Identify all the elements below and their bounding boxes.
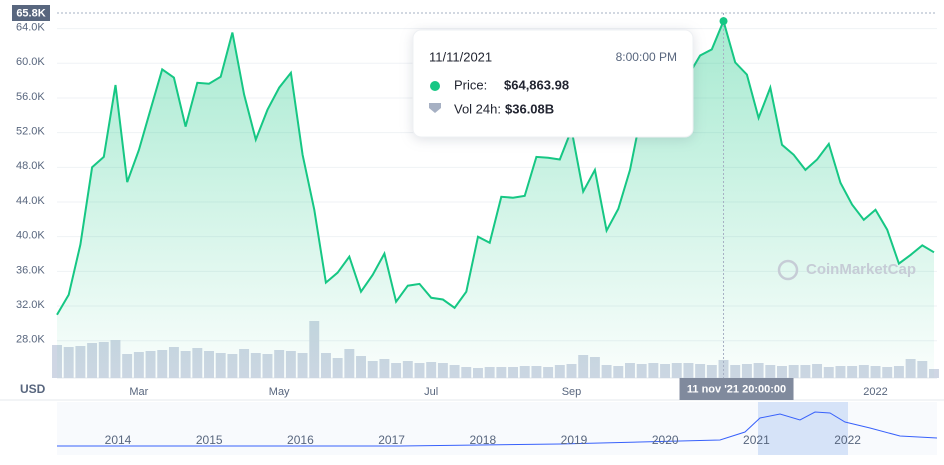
tooltip-box	[412, 29, 694, 138]
navigator-year: 2018	[469, 433, 496, 447]
y-tick-label: 52.0K	[16, 126, 45, 138]
navigator-year: 2019	[561, 433, 588, 447]
navigator-window[interactable]	[758, 402, 848, 455]
navigator-year: 2020	[652, 433, 679, 447]
y-tick-label: 40.0K	[16, 230, 45, 242]
tooltip-time: 8:00:00 PM	[616, 50, 677, 64]
tooltip-price-label: Price:	[454, 77, 487, 92]
y-tick-label: 60.0K	[16, 56, 45, 68]
navigator-year: 2016	[287, 433, 314, 447]
price-area	[57, 21, 934, 378]
tooltip-price-dot	[430, 81, 440, 91]
y-tick-label: 32.0K	[16, 299, 45, 311]
currency-label: USD	[20, 382, 46, 396]
crosshair-price-box	[12, 5, 50, 21]
y-tick-label: 36.0K	[16, 264, 45, 276]
navigator-line	[57, 411, 938, 447]
y-tick-label: 48.0K	[16, 160, 45, 172]
tooltip-volume-icon	[429, 103, 441, 113]
tooltip-date: 11/11/2021	[429, 49, 492, 64]
tooltip-volume-label: Vol 24h:	[454, 101, 501, 116]
x-tick-label: Jul	[424, 386, 438, 398]
watermark: CoinMarketCap	[806, 261, 916, 278]
highlight-point	[719, 17, 728, 26]
crosshair-price-label: 65.8K	[16, 7, 45, 19]
navigator-year: 2017	[378, 433, 405, 447]
x-tick-label: Mar	[129, 386, 148, 398]
tooltip-price: $64,863.98	[504, 77, 569, 92]
x-tick-label: 2022	[863, 386, 887, 398]
y-tick-label: 28.0K	[16, 334, 45, 346]
navigator-year: 2015	[196, 433, 223, 447]
x-tick-label: Sep	[562, 386, 582, 398]
tooltip-volume: $36.08B	[505, 101, 554, 116]
crosshair-time-box	[679, 378, 794, 400]
x-tick-label: May	[269, 386, 290, 398]
navigator-year: 2021	[743, 433, 770, 447]
navigator-year: 2014	[105, 433, 132, 447]
crosshair-time-label: 11 nov '21 20:00:00	[687, 383, 786, 395]
tooltip: 11/11/2021 8:00:00 PM Price: $64,863.98 …	[412, 29, 694, 138]
watermark-logo	[777, 259, 799, 281]
price-line	[56, 18, 935, 316]
y-tick-label: 56.0K	[16, 91, 45, 103]
y-tick-label: 44.0K	[16, 195, 45, 207]
y-tick-label: 64.0K	[16, 22, 45, 34]
navigator-year: 2022	[834, 433, 861, 447]
